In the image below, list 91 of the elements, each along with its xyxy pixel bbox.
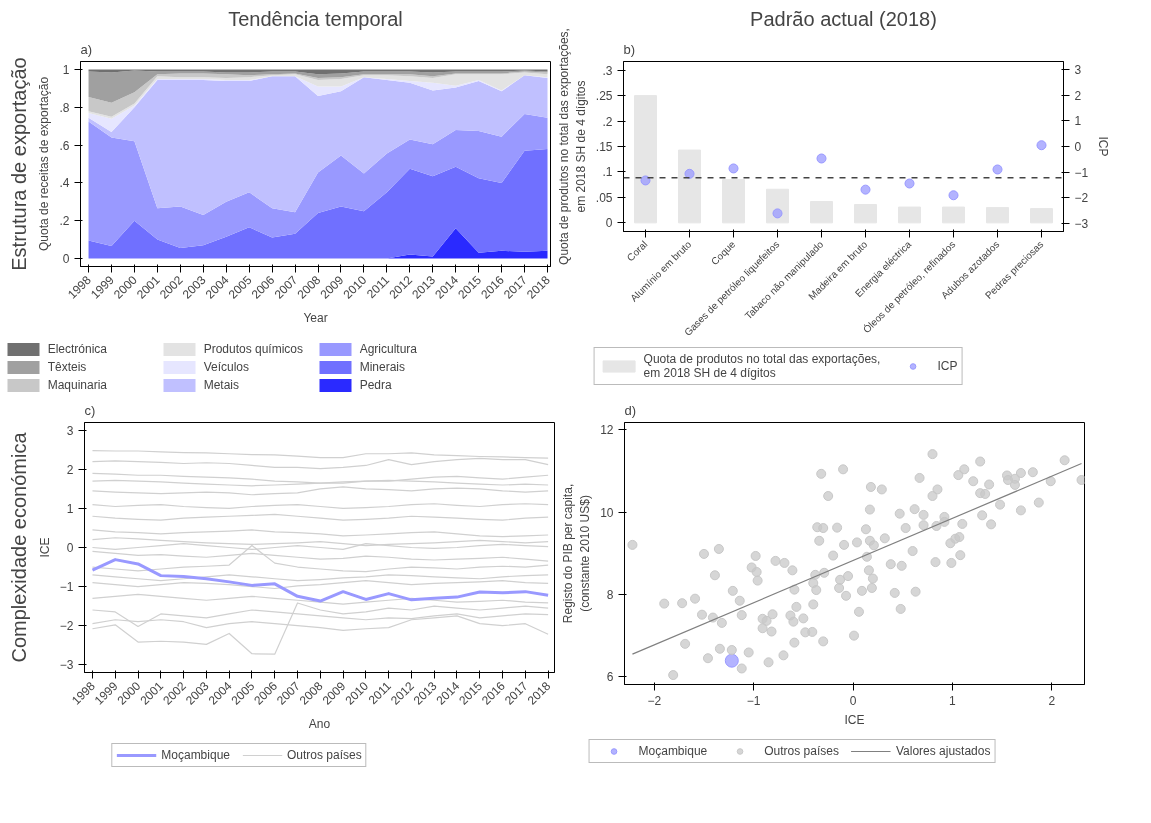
y-tick-label: 1 xyxy=(66,501,74,516)
text: d) xyxy=(624,402,637,418)
point xyxy=(728,163,739,174)
bar xyxy=(854,204,877,224)
bar xyxy=(942,206,965,224)
line-series xyxy=(91,529,549,538)
x-axis-title: ICE xyxy=(844,712,865,727)
y-axis-title: ICE xyxy=(37,537,52,558)
y-tick-label: .8 xyxy=(59,100,70,115)
line-series xyxy=(90,558,550,603)
point xyxy=(772,208,783,219)
point xyxy=(684,168,695,179)
y-tick-label: .2 xyxy=(59,214,70,229)
bar xyxy=(1030,208,1053,224)
text: Estrutura de exportação xyxy=(7,57,30,271)
y-axis-title: Quota de receitas de exportação xyxy=(37,76,52,252)
y-tick-label: .3 xyxy=(602,63,613,78)
y-axis-title: Quota de produtos no total das exportações, em 2018 SH de 4 dígitos xyxy=(557,28,588,265)
line-series xyxy=(91,472,549,484)
y-tick-label: 10 xyxy=(600,505,614,520)
y-tick-label: .6 xyxy=(59,138,70,153)
legend-label: Quota de produtos no total das exportações, em 2018 SH de 4 dígitos xyxy=(643,352,881,380)
y-tick-label: .15 xyxy=(595,140,613,154)
legend-label: Agricultura xyxy=(359,341,418,357)
legend-label: Valores ajustados xyxy=(895,744,991,758)
x-tick-label: 2 xyxy=(1048,693,1056,708)
legend-label: Moçambique xyxy=(161,748,230,762)
y-tick-label: 1 xyxy=(62,63,70,78)
line-series xyxy=(91,580,549,590)
bar xyxy=(810,200,833,224)
bar xyxy=(678,149,701,224)
legend-label: Pedra xyxy=(359,377,392,393)
chart-title: Tendência temporal xyxy=(228,7,403,30)
y-tick-label: .1 xyxy=(602,165,613,180)
y2-tick-label: 0 xyxy=(1074,140,1082,154)
y-tick-label: 12 xyxy=(600,423,614,438)
legend-label: Têxteis xyxy=(47,359,87,375)
text: b) xyxy=(623,41,636,57)
point xyxy=(992,164,1003,175)
legend-label: Outros países xyxy=(286,748,362,762)
y-tick-label: .05 xyxy=(595,190,613,205)
point xyxy=(948,190,959,201)
text: c) xyxy=(84,402,96,418)
legend-label: Produtos químicos xyxy=(203,341,304,357)
legend-label: Minerais xyxy=(359,359,406,375)
legend-label: Maquinaria xyxy=(47,377,108,393)
y2-axis-title: ICP xyxy=(1096,136,1111,157)
text: a) xyxy=(80,41,93,57)
y2-tick-label: 3 xyxy=(1074,63,1082,78)
legend-label: Metais xyxy=(203,377,239,393)
legend-label: Veículos xyxy=(203,359,250,375)
legend-label: Electrónica xyxy=(47,341,108,357)
x-tick-label: −1 xyxy=(746,693,761,708)
x-tick-label: 1 xyxy=(949,693,957,708)
point xyxy=(640,175,651,186)
legend-label: Moçambique xyxy=(638,744,708,758)
chart-title: Padrão actual (2018) xyxy=(750,7,937,30)
point xyxy=(860,184,871,195)
y-tick-label: .4 xyxy=(59,176,70,191)
y-tick-label: −3 xyxy=(59,658,74,673)
x-tick-label: 0 xyxy=(849,693,857,708)
y-tick-label: 2 xyxy=(66,462,74,477)
y2-tick-label: 2 xyxy=(1074,88,1082,103)
y-tick-label: 3 xyxy=(66,423,74,438)
line-series xyxy=(91,486,549,496)
y-tick-label: 6 xyxy=(606,669,614,684)
y-tick-label: −1 xyxy=(59,580,74,595)
bar xyxy=(634,95,657,224)
y2-tick-label: −3 xyxy=(1074,216,1089,231)
x-axis-title: Year xyxy=(303,310,328,325)
bar xyxy=(722,179,745,224)
bar xyxy=(898,206,921,224)
y-tick-label: .25 xyxy=(595,89,613,104)
y-tick-label: 8 xyxy=(606,587,614,602)
point xyxy=(904,178,915,189)
x-axis-title: Ano xyxy=(308,716,331,731)
legend-label: ICP xyxy=(937,359,958,373)
point xyxy=(1036,140,1047,151)
bar xyxy=(986,207,1009,224)
point xyxy=(816,153,827,164)
y-tick-label: −2 xyxy=(59,619,74,634)
text: Complexidade económica xyxy=(7,431,30,663)
y-axis-title: Registo do PIB per capita, (constante 2010 US$) xyxy=(561,483,593,624)
y2-tick-label: 1 xyxy=(1074,114,1082,129)
y-tick-label: 0 xyxy=(605,216,613,231)
legend-label: Outros países xyxy=(764,744,839,758)
y-tick-label: 0 xyxy=(66,541,74,555)
y-tick-label: .2 xyxy=(602,114,613,129)
x-tick-label: −2 xyxy=(647,693,662,708)
y2-tick-label: −2 xyxy=(1074,191,1089,206)
y2-tick-label: −1 xyxy=(1074,165,1089,180)
